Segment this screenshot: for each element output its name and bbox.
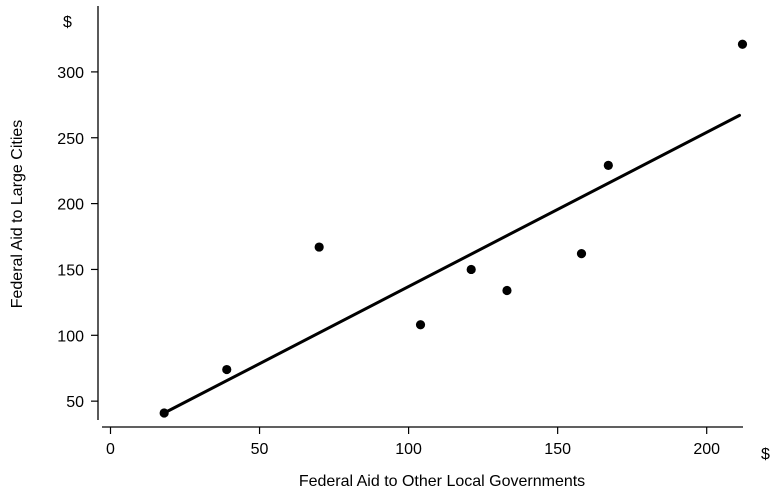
- data-point: [222, 364, 232, 375]
- data-point: [159, 408, 169, 418]
- data-points: [159, 39, 748, 418]
- x-tick-label: 100: [395, 441, 422, 458]
- y-tick-label: 100: [57, 328, 84, 345]
- x-axis: $ 0 50 100 150 200: [102, 426, 770, 463]
- data-point: [737, 39, 748, 49]
- y-axis: $ 50 100 150 200 250 300: [57, 6, 99, 420]
- y-tick-label: 50: [66, 394, 84, 411]
- x-tick-label: 150: [544, 441, 571, 458]
- data-point: [576, 249, 587, 259]
- y-tick-label: 200: [57, 197, 84, 214]
- x-axis-label: Federal Aid to Other Local Governments: [299, 473, 585, 490]
- data-point: [502, 285, 512, 296]
- x-tick-label: 200: [693, 441, 720, 458]
- y-tick-label: 150: [57, 262, 84, 279]
- x-ticks: 0 50 100 150 200: [106, 427, 720, 458]
- data-point: [415, 320, 426, 330]
- y-unit-label: $: [63, 14, 72, 31]
- plot-area: [159, 39, 748, 418]
- x-tick-label: 50: [251, 441, 269, 458]
- x-unit-label: $: [761, 446, 770, 463]
- data-point: [314, 242, 324, 252]
- y-tick-label: 300: [57, 65, 84, 82]
- regression-line: [162, 113, 741, 415]
- y-tick-label: 250: [57, 131, 84, 148]
- data-point: [466, 264, 476, 275]
- y-ticks: 50 100 150 200 250 300: [57, 65, 98, 411]
- x-tick-label: 0: [106, 441, 115, 458]
- data-point: [603, 160, 613, 171]
- y-axis-label: Federal Aid to Large Cities: [9, 120, 26, 309]
